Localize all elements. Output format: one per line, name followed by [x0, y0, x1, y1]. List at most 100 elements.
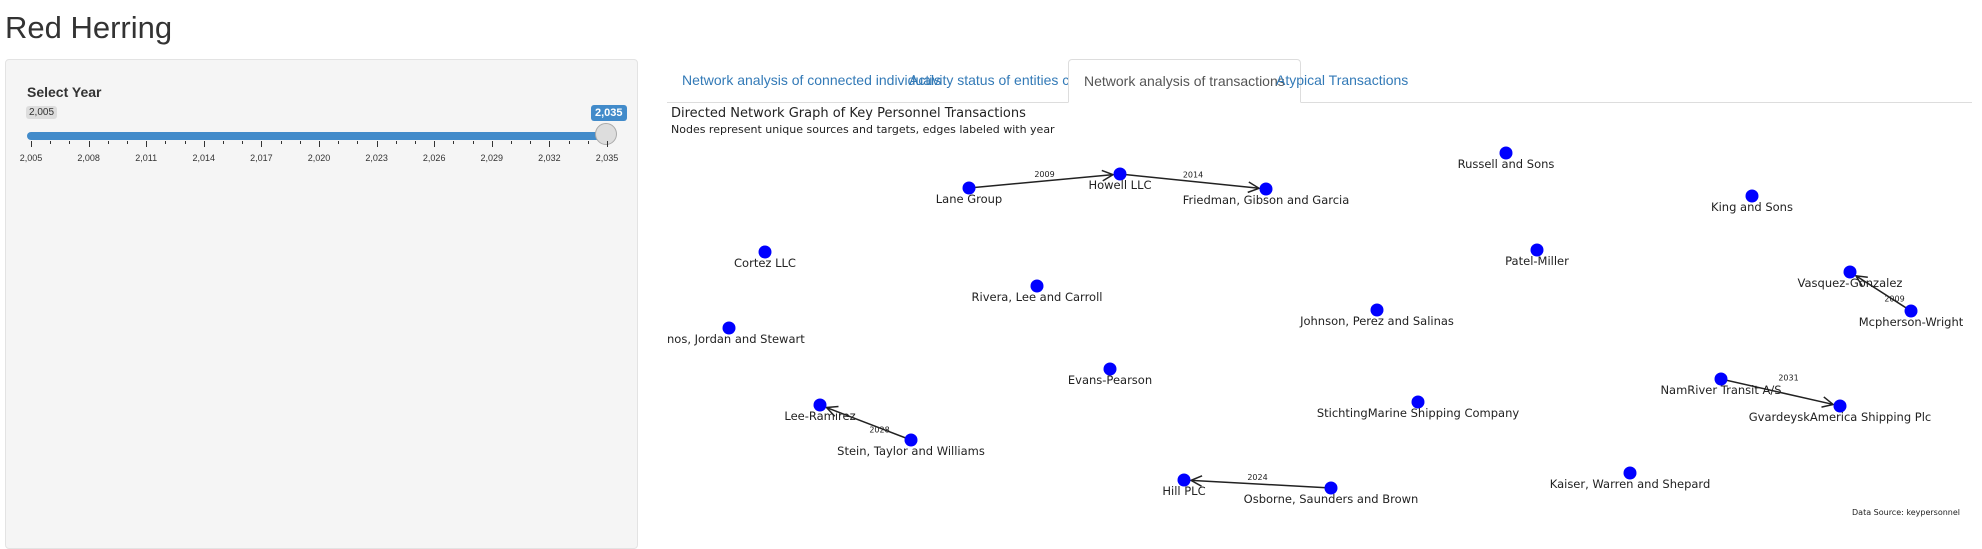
- network-graph: Directed Network Graph of Key Personnel …: [667, 106, 1964, 517]
- edge-line: [968, 173, 1114, 189]
- slider-tick: [530, 141, 532, 144]
- graph-node[interactable]: [1623, 466, 1637, 480]
- slider-tick-label: 2,005: [19, 153, 43, 163]
- graph-node[interactable]: [962, 181, 976, 195]
- slider-min-value: 2,005: [26, 106, 58, 119]
- year-slider-handle[interactable]: [595, 123, 617, 145]
- slider-tick: [607, 141, 608, 147]
- graph-node[interactable]: [1411, 395, 1425, 409]
- slider-tick: [184, 141, 186, 144]
- slider-tick: [88, 141, 90, 147]
- graph-node[interactable]: [758, 245, 772, 259]
- slider-tick: [415, 141, 416, 144]
- data-source-caption: Data Source: keypersonnel: [1852, 508, 1960, 517]
- graph-node[interactable]: [1259, 182, 1273, 196]
- arrowhead-icon: [1854, 274, 1868, 287]
- node-label: StichtingMarine Shipping Company: [1317, 406, 1520, 420]
- node-label: Howell LLC: [1088, 178, 1151, 192]
- slider-tick: [434, 141, 436, 147]
- slider-tick-label: 2,014: [192, 153, 216, 163]
- slider-tick: [127, 141, 128, 144]
- slider-tick: [511, 141, 512, 144]
- graph-node[interactable]: [1714, 372, 1728, 386]
- tab-bar: Network analysis of connected individual…: [667, 59, 1972, 103]
- arrowhead-icon: [1821, 396, 1835, 408]
- graph-node[interactable]: [1113, 167, 1127, 181]
- node-label: King and Sons: [1711, 200, 1793, 214]
- slider-tick: [453, 141, 455, 144]
- node-label: Rivera, Lee and Carroll: [972, 290, 1103, 304]
- edge-year-label: 2024: [1247, 473, 1267, 482]
- slider-tick: [31, 141, 32, 147]
- tab-network-individuals[interactable]: Network analysis of connected individual…: [682, 72, 942, 88]
- app-title: Red Herring: [5, 10, 173, 45]
- graph-node[interactable]: [904, 433, 918, 447]
- slider-tick-label: 2,023: [365, 153, 388, 163]
- slider-tick: [165, 141, 167, 144]
- arrowhead-icon: [1247, 181, 1261, 194]
- slider-tick-label: 2,017: [250, 153, 273, 163]
- sidebar-panel: Select Year 2,005 2,035 2,005 2,008 2,011 2…: [5, 59, 638, 549]
- slider-tick: [299, 141, 301, 144]
- edge-year-label: 2009: [1034, 170, 1054, 179]
- slider-tick-label: 2,026: [422, 153, 446, 163]
- node-label: Evans-Pearson: [1068, 373, 1152, 387]
- node-label: Mcpherson-Wright: [1859, 315, 1964, 329]
- graph-node[interactable]: [1030, 279, 1044, 293]
- slider-tick: [223, 141, 224, 144]
- node-label: Lee-Ramirez: [784, 409, 855, 423]
- graph-node[interactable]: [1370, 303, 1384, 317]
- slider-tick: [69, 141, 71, 144]
- slider-tick: [376, 141, 378, 147]
- edge-line: [1720, 378, 1834, 406]
- graph-node[interactable]: [1745, 189, 1759, 203]
- node-label: Friedman, Gibson and Garcia: [1183, 193, 1350, 207]
- graph-node[interactable]: [1324, 481, 1338, 495]
- graph-node[interactable]: [1530, 243, 1544, 257]
- edge-year-label: 2009: [1884, 295, 1904, 304]
- slider-tick: [491, 141, 493, 147]
- slider-tick-label: 2,020: [307, 153, 331, 163]
- edge-line: [826, 406, 912, 441]
- graph-node[interactable]: [1843, 265, 1857, 279]
- graph-node[interactable]: [813, 398, 827, 412]
- node-label: nos, Jordan and Stewart: [667, 332, 805, 346]
- tab-atypical-transactions[interactable]: Atypical Transactions: [1276, 72, 1409, 88]
- edge-year-label: 2031: [1778, 374, 1798, 383]
- graph-node[interactable]: [1499, 146, 1513, 160]
- edge-line: [1119, 173, 1260, 190]
- node-label: Stein, Taylor and Williams: [837, 444, 985, 458]
- slider-tick: [357, 141, 359, 144]
- slider-tick-label: 2,029: [480, 153, 504, 163]
- slider-tick: [319, 141, 320, 147]
- slider-tick: [50, 141, 52, 144]
- select-year-label: Select Year: [27, 84, 102, 100]
- slider-tick: [549, 141, 551, 147]
- slider-max-value: 2,035: [591, 105, 627, 121]
- slider-tick-label: 2,011: [135, 153, 158, 163]
- slider-tick: [568, 141, 570, 144]
- slider-tick: [395, 141, 397, 144]
- graph-node[interactable]: [1904, 304, 1918, 318]
- node-label: Russell and Sons: [1458, 157, 1555, 171]
- graph-node[interactable]: [1103, 362, 1117, 376]
- graph-node[interactable]: [1833, 399, 1847, 413]
- arrowhead-icon: [1101, 169, 1115, 182]
- node-label: Osborne, Saunders and Brown: [1244, 492, 1419, 506]
- graph-node[interactable]: [1177, 473, 1191, 487]
- graph-title: Directed Network Graph of Key Personnel …: [671, 106, 1026, 121]
- arrowhead-icon: [1189, 475, 1203, 487]
- slider-tick-label: 2,035: [595, 153, 619, 163]
- year-slider-track[interactable]: [27, 132, 609, 140]
- slider-tick: [242, 141, 244, 144]
- graph-node[interactable]: [722, 321, 736, 335]
- node-label: Hill PLC: [1162, 484, 1205, 498]
- slider-tick: [587, 141, 589, 144]
- slider-tick: [146, 141, 148, 147]
- node-label: Cortez LLC: [734, 256, 796, 270]
- node-label: Patel-Miller: [1505, 254, 1569, 268]
- edge-year-label: 2014: [1183, 171, 1203, 180]
- node-label: Kaiser, Warren and Shepard: [1550, 477, 1711, 491]
- tab-network-transactions[interactable]: Network analysis of transactions: [1068, 59, 1301, 103]
- slider-tick: [107, 141, 109, 144]
